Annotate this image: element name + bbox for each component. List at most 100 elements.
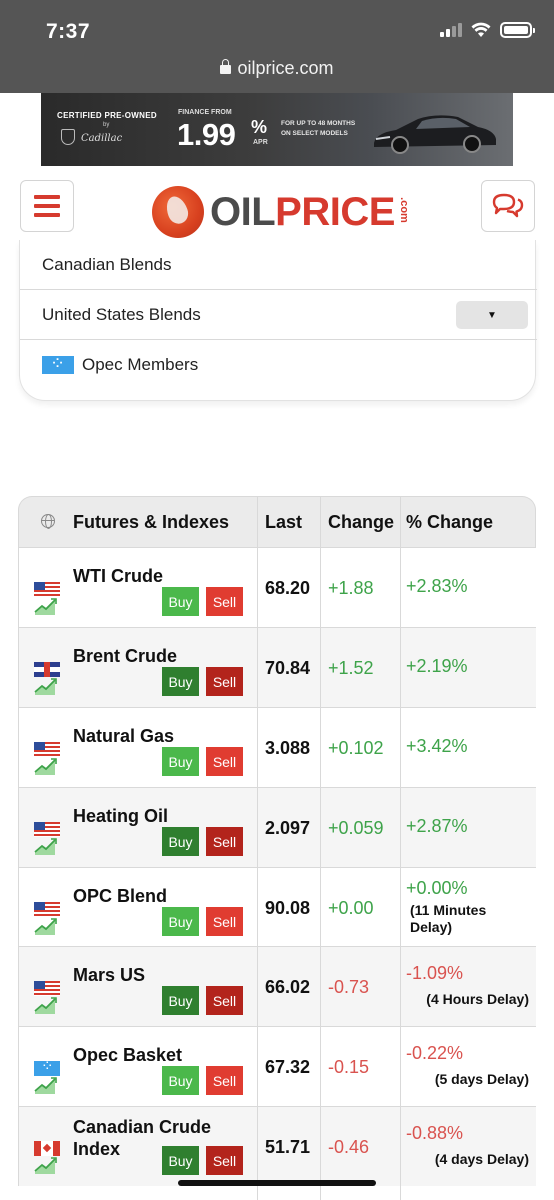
ad-percent: %	[251, 117, 268, 137]
table-row[interactable]: Brent Crude Buy Sell 70.84 +1.52 +2.19%	[18, 627, 536, 707]
instrument-name[interactable]: Mars US	[73, 965, 146, 985]
trend-chart-icon	[34, 997, 57, 1014]
instrument-name[interactable]: Heating Oil	[73, 806, 169, 826]
last-price: 70.84	[265, 657, 311, 678]
last-price: 51.71	[265, 1136, 311, 1157]
blend-label: United States Blends	[42, 304, 201, 324]
instrument-name[interactable]: Canadian Crude Index	[73, 1117, 212, 1159]
chevron-down-icon: ▼	[487, 309, 497, 321]
ad-banner[interactable]: CERTIFIED PRE-OWNED by Cadillac FINANCE …	[41, 93, 513, 166]
pct-change-value: +0.00%	[406, 878, 468, 898]
buy-button[interactable]: Buy	[162, 1146, 199, 1175]
table-row[interactable]: Opec BasketBuySell 67.32 -0.15 -0.22% (5 day…	[18, 1026, 536, 1106]
logo-price: PRICE	[275, 189, 395, 234]
column-divider	[320, 496, 321, 1200]
instrument-flag	[34, 822, 62, 858]
table-row[interactable]: OPC Blend Buy Sell 90.08 +0.00 +0.00% (11 Minu…	[18, 867, 536, 947]
hamburger-icon-bar	[34, 195, 60, 199]
site-logo[interactable]: OILPRICE .com	[152, 184, 417, 240]
trend-chart-icon	[34, 758, 57, 775]
table-row[interactable]: WTI Crude Buy Sell 68.20 +1.88 +2.83%	[18, 547, 536, 627]
chat-button[interactable]	[481, 180, 535, 232]
instrument-name[interactable]: Brent Crude	[73, 646, 178, 666]
trend-chart-icon	[34, 598, 57, 615]
battery-icon	[500, 22, 535, 38]
blend-label: Canadian Blends	[42, 254, 172, 274]
sell-button[interactable]: Sell	[206, 986, 243, 1015]
pct-change-cell: -0.88% (4 days Delay)	[406, 1107, 536, 1187]
buy-button[interactable]: Buy	[162, 1066, 199, 1095]
blend-item-opec[interactable]: Opec Members	[20, 340, 537, 390]
change-value: +0.102	[328, 737, 384, 758]
instrument-name[interactable]: WTI Crude	[73, 566, 163, 586]
instrument-name[interactable]: Natural Gas	[73, 726, 175, 746]
pct-change-value: +2.83%	[406, 576, 468, 596]
sell-button[interactable]: Sell	[206, 1146, 243, 1175]
table-row[interactable]: Natural Gas Buy Sell 3.088 +0.102 +3.42%	[18, 707, 536, 787]
change-value: +0.059	[328, 817, 384, 838]
sell-button[interactable]: Sell	[206, 587, 243, 616]
instrument-flag	[34, 742, 62, 778]
table-row[interactable]: Heating Oil Buy Sell 2.097 +0.059 +2.87%	[18, 787, 536, 867]
pct-change-cell: +2.87%	[406, 788, 536, 868]
pct-change-value: -0.22%	[406, 1043, 464, 1063]
us-flag-icon	[34, 582, 60, 597]
instrument-name[interactable]: OPC Blend	[73, 886, 168, 906]
sell-button[interactable]: Sell	[206, 667, 243, 696]
buy-button[interactable]: Buy	[162, 587, 199, 616]
instrument-name[interactable]: Opec Basket	[73, 1045, 183, 1065]
ad-apr: APR	[253, 139, 268, 146]
last-price: 68.20	[265, 577, 311, 598]
change-value: +1.88	[328, 577, 374, 598]
wifi-icon	[471, 22, 491, 37]
sell-button[interactable]: Sell	[206, 827, 243, 856]
table-row[interactable]: Canadian Crude Index Buy Sell 51.71 -0.46 -0.…	[18, 1106, 536, 1186]
pct-change-value: +3.42%	[406, 736, 468, 756]
trend-chart-icon	[34, 918, 57, 935]
oil-drop-logo-icon	[152, 186, 204, 238]
us-flag-icon	[34, 902, 60, 917]
ad-brand: Cadillac	[81, 133, 123, 144]
lock-icon	[220, 59, 232, 74]
trend-chart-icon	[34, 1077, 57, 1094]
pct-change-value: -0.88%	[406, 1123, 464, 1143]
home-indicator[interactable]	[178, 1180, 376, 1186]
last-price: 66.02	[265, 976, 311, 997]
menu-button[interactable]	[20, 180, 74, 232]
us-flag-icon	[34, 981, 60, 996]
sell-button[interactable]: Sell	[206, 747, 243, 776]
logo-text: OILPRICE	[210, 190, 395, 235]
car-image	[374, 115, 496, 154]
header-pct-change: % Change	[406, 512, 494, 532]
ad-by-text: by	[103, 122, 110, 128]
delay-note: (4 Hours Delay)	[426, 991, 529, 1007]
status-icons	[440, 22, 535, 38]
pct-change-cell: +0.00% (11 Minutes Delay)	[406, 868, 536, 948]
buy-button[interactable]: Buy	[162, 827, 199, 856]
sell-button[interactable]: Sell	[206, 1066, 243, 1095]
delay-note: (4 days Delay)	[434, 1151, 529, 1167]
blend-item-canadian[interactable]: Canadian Blends	[20, 240, 537, 290]
buy-button[interactable]: Buy	[162, 986, 199, 1015]
instrument-flag	[34, 902, 62, 938]
buy-button[interactable]: Buy	[162, 667, 199, 696]
table-row[interactable]: Mars US Buy Sell 66.02 -0.73 -1.09% (4 Hours D…	[18, 946, 536, 1026]
buy-button[interactable]: Buy	[162, 747, 199, 776]
buy-button[interactable]: Buy	[162, 907, 199, 936]
header-last: Last	[265, 512, 303, 532]
header-change: Change	[328, 512, 395, 532]
url-bar[interactable]: oilprice.com	[0, 58, 554, 79]
hamburger-icon-bar	[34, 213, 60, 217]
blend-item-united-states[interactable]: United States Blends ▼	[20, 290, 537, 340]
opec-flag-icon	[34, 1057, 60, 1076]
opec-flag-icon	[42, 353, 74, 374]
sell-button[interactable]: Sell	[206, 907, 243, 936]
dropdown-button[interactable]: ▼	[456, 301, 528, 329]
instrument-flag	[34, 662, 62, 698]
ad-finance-from: FINANCE FROM	[178, 109, 232, 116]
browser-chrome: 7:37 oilprice.com	[0, 0, 554, 93]
uk-flag-icon	[34, 662, 60, 677]
globe-icon	[41, 514, 55, 529]
change-value: -0.46	[328, 1136, 370, 1157]
last-price: 3.088	[265, 737, 311, 758]
